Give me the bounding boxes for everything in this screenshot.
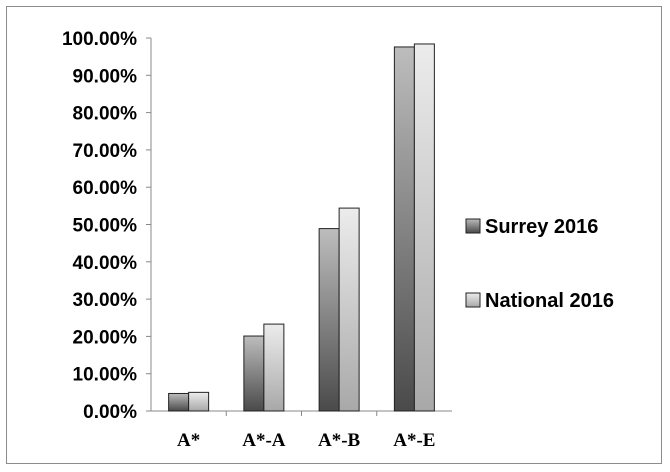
y-tick-label: 50.00% — [73, 216, 138, 237]
bar-surrey-2 — [318, 228, 340, 412]
legend: Surrey 2016 National 2016 — [465, 216, 614, 312]
bar-surrey-0 — [168, 392, 190, 412]
bar-national-3 — [413, 43, 435, 412]
x-tick-label: A* — [177, 430, 200, 451]
legend-item-national: National 2016 — [465, 290, 614, 312]
y-tick-labels: 0.00% 10.00% 20.00% 30.00% 40.00% 50.00% 60.00… — [62, 29, 151, 423]
x-tick-labels: A* A*-A A*-B A*-E — [177, 411, 435, 451]
legend-label-national: National 2016 — [485, 290, 614, 312]
y-tick-label: 70.00% — [73, 141, 138, 162]
y-tick-label: 60.00% — [73, 178, 138, 199]
x-tick-label: A*-B — [318, 430, 361, 451]
y-tick-label: 80.00% — [73, 104, 138, 125]
y-tick-label: 0.00% — [83, 402, 137, 423]
legend-swatch-national — [465, 292, 481, 308]
bar-national-1 — [263, 323, 285, 412]
x-tick-label: A*-E — [393, 430, 435, 451]
y-tick-label: 30.00% — [73, 290, 138, 311]
bar-surrey-1 — [243, 335, 265, 412]
legend-label-surrey: Surrey 2016 — [485, 216, 598, 238]
x-tick-label: A*-A — [242, 430, 286, 451]
legend-swatch-surrey — [465, 218, 481, 234]
y-tick-label: 100.00% — [62, 29, 137, 50]
y-tick-label: 20.00% — [73, 327, 138, 348]
bar-national-0 — [188, 391, 210, 412]
y-tick-label: 90.00% — [73, 66, 138, 87]
bars — [168, 43, 435, 412]
y-tick-label: 10.00% — [73, 365, 138, 386]
legend-item-surrey: Surrey 2016 — [465, 216, 598, 238]
bar-surrey-3 — [393, 46, 415, 412]
bar-national-2 — [338, 207, 360, 412]
y-tick-label: 40.00% — [73, 253, 138, 274]
